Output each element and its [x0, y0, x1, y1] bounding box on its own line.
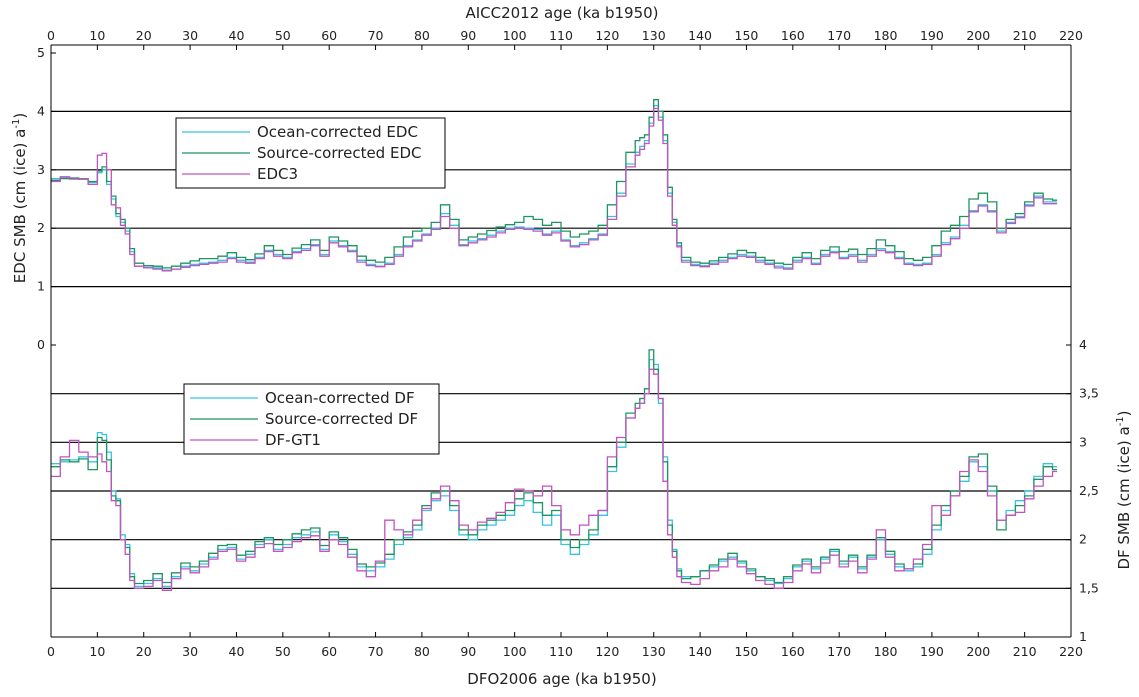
- bottom-x-tick-label: 10: [89, 644, 105, 659]
- right-y-axis-title: DF SMB (cm (ice) a-1): [1115, 410, 1133, 569]
- bottom-x-tick-label: 20: [136, 644, 152, 659]
- top-x-tick-label: 180: [874, 28, 898, 43]
- bottom-legend-label-ocean: Ocean-corrected DF: [265, 389, 415, 407]
- right-y-tick-label: 1: [1079, 629, 1087, 644]
- bottom-x-tick-label: 130: [642, 644, 666, 659]
- left-y-axis-title-close: ): [11, 113, 29, 119]
- left-y-axis-title: EDC SMB (cm (ice) a-1): [11, 113, 29, 283]
- bottom-x-tick-label: 0: [47, 644, 55, 659]
- right-y-tick-label: 2: [1079, 532, 1087, 547]
- right-y-axis-title-close: ): [1115, 410, 1133, 416]
- top-x-tick-label: 60: [321, 28, 337, 43]
- top-x-axis-title: AICC2012 age (ka b1950): [465, 4, 658, 22]
- top-x-tick-label: 210: [1013, 28, 1037, 43]
- bottom-x-axis-title: DFO2006 age (ka b1950): [467, 670, 656, 688]
- top-x-tick-label: 140: [688, 28, 712, 43]
- bottom-x-tick-label: 60: [321, 644, 337, 659]
- right-y-tick-label: 3,5: [1079, 386, 1099, 401]
- left-y-tick-label: 4: [37, 103, 45, 118]
- left-y-tick-label: 0: [37, 337, 45, 352]
- bottom-x-tick-label: 190: [920, 644, 944, 659]
- left-y-tick-label: 2: [37, 220, 45, 235]
- bottom-x-tick-label: 150: [735, 644, 759, 659]
- bottom-x-tick-label: 210: [1013, 644, 1037, 659]
- top-x-tick-label: 220: [1059, 28, 1083, 43]
- series-lines: [51, 99, 1058, 591]
- left-y-axis-title-main: EDC SMB (cm (ice) a: [11, 129, 29, 284]
- top-x-tick-label: 150: [735, 28, 759, 43]
- top-x-tick-label: 130: [642, 28, 666, 43]
- right-y-axis-title-main: DF SMB (cm (ice) a: [1115, 426, 1133, 569]
- top-legend: Ocean-corrected EDC Source-corrected EDC…: [175, 117, 446, 189]
- bottom-x-tick-label: 110: [549, 644, 573, 659]
- top-x-tick-label: 20: [136, 28, 152, 43]
- top-x-tick-label: 160: [781, 28, 805, 43]
- bottom-legend: Ocean-corrected DF Source-corrected DF D…: [183, 383, 440, 455]
- bottom-legend-label-dfgt1: DF-GT1: [265, 431, 321, 449]
- bottom-x-tick-label: 90: [460, 644, 476, 659]
- top-x-tick-label: 120: [595, 28, 619, 43]
- bottom-x-tick-label: 170: [827, 644, 851, 659]
- bottom-x-tick-label: 160: [781, 644, 805, 659]
- bottom-x-tick-label: 70: [368, 644, 384, 659]
- top-x-tick-label: 200: [966, 28, 990, 43]
- bottom-x-tick-label: 140: [688, 644, 712, 659]
- bottom-x-tick-label: 180: [874, 644, 898, 659]
- bottom-x-tick-label: 30: [182, 644, 198, 659]
- left-y-tick-label: 1: [37, 279, 45, 294]
- top-legend-label-ocean: Ocean-corrected EDC: [257, 123, 418, 141]
- top-x-tick-label: 10: [89, 28, 105, 43]
- bottom-x-tick-label: 120: [595, 644, 619, 659]
- top-x-tick-label: 70: [368, 28, 384, 43]
- bottom-x-tick-label: 40: [229, 644, 245, 659]
- right-y-tick-label: 1,5: [1079, 580, 1099, 595]
- top-x-tick-label: 40: [229, 28, 245, 43]
- right-y-tick-label: 4: [1079, 337, 1087, 352]
- bottom-series-line-2: [51, 368, 1058, 591]
- right-y-tick-label: 2,5: [1079, 483, 1099, 498]
- top-x-tick-label: 90: [460, 28, 476, 43]
- bottom-x-tick-label: 80: [414, 644, 430, 659]
- top-x-tick-label: 50: [275, 28, 291, 43]
- top-x-tick-label: 190: [920, 28, 944, 43]
- bottom-x-tick-label: 50: [275, 644, 291, 659]
- left-y-axis-title-sup: -1: [11, 119, 22, 129]
- top-x-tick-label: 0: [47, 28, 55, 43]
- top-legend-label-source: Source-corrected EDC: [257, 144, 421, 162]
- bottom-x-tick-label: 100: [503, 644, 527, 659]
- ticks: 0 10 20 30 40 50 60 70 80 90 100 110 120 130 140 150 160…: [37, 28, 1099, 659]
- top-x-tick-label: 110: [549, 28, 573, 43]
- top-series-line-1: [51, 99, 1058, 269]
- left-y-tick-label: 3: [37, 162, 45, 177]
- top-x-tick-label: 170: [827, 28, 851, 43]
- right-y-axis-title-sup: -1: [1115, 416, 1126, 426]
- top-series-line-2: [51, 107, 1058, 272]
- bottom-x-tick-label: 200: [966, 644, 990, 659]
- right-y-tick-label: 3: [1079, 434, 1087, 449]
- bottom-legend-label-source: Source-corrected DF: [265, 410, 418, 428]
- top-x-tick-label: 100: [503, 28, 527, 43]
- top-x-tick-label: 80: [414, 28, 430, 43]
- bottom-x-tick-label: 220: [1059, 644, 1083, 659]
- top-legend-label-edc3: EDC3: [257, 165, 298, 183]
- top-x-tick-label: 30: [182, 28, 198, 43]
- left-y-tick-label: 5: [37, 45, 45, 60]
